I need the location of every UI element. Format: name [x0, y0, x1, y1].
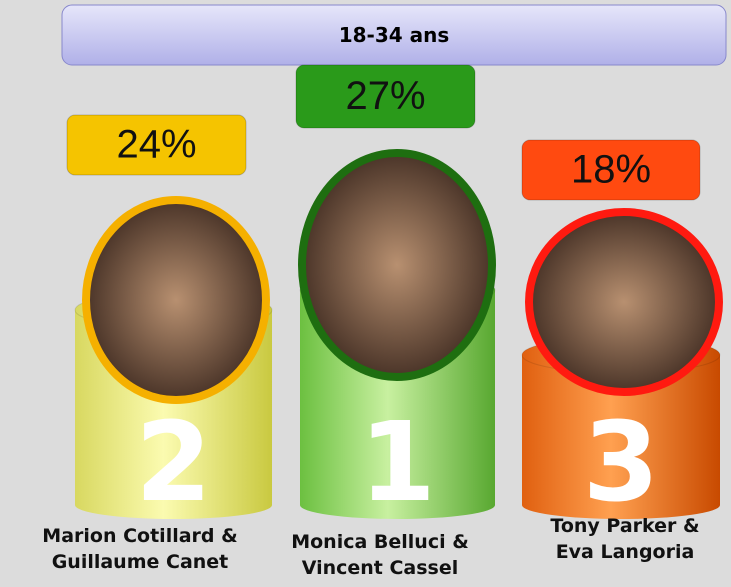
rank-number: 2: [135, 398, 212, 526]
value-box: [295, 64, 476, 129]
value-label: 27%: [345, 74, 425, 118]
photo: [525, 208, 723, 396]
couple-name: Tony Parker &: [550, 515, 699, 537]
couple-name: Eva Langoria: [556, 541, 695, 563]
photo: [82, 196, 270, 404]
value-box: [521, 139, 701, 201]
couple-name: Monica Belluci &: [291, 531, 469, 553]
pillar-bottom: [300, 491, 495, 519]
podium: 2 24% Marion Cotillard & Guillaume Canet 1 27…: [42, 64, 723, 579]
pillar-bottom: [75, 491, 272, 519]
value-label: 18%: [571, 148, 651, 192]
couple-name: Guillaume Canet: [52, 551, 229, 573]
couple-name: Marion Cotillard &: [42, 525, 237, 547]
pillar-bottom: [522, 491, 720, 519]
photo: [298, 149, 496, 381]
couple-name: Vincent Cassel: [302, 557, 459, 579]
value-box: [66, 114, 247, 176]
title: 18-34 ans: [339, 23, 450, 47]
rank-number: 1: [359, 398, 436, 526]
value-label: 24%: [116, 123, 196, 167]
rank-number: 3: [583, 398, 660, 526]
